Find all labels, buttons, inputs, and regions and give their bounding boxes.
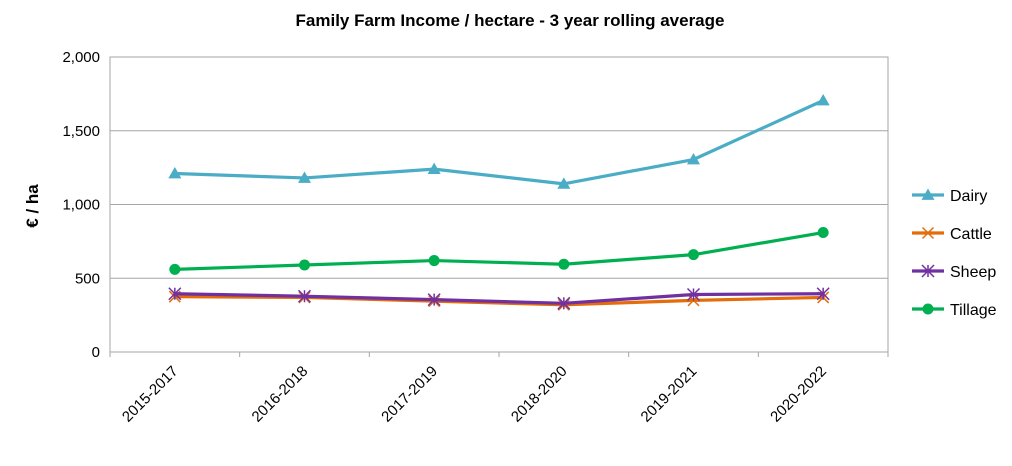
- sheep-point: [168, 287, 182, 301]
- legend-item-tillage: Tillage: [912, 302, 997, 319]
- legend: Dairy Cattle Sheep Tillage: [912, 188, 997, 319]
- dairy-line: [173, 98, 825, 186]
- sheep-point: [816, 287, 830, 301]
- y-tick-label-2000: 2,000: [62, 49, 100, 66]
- legend-marker-tillage: [922, 303, 934, 315]
- y-tick-label-0: 0: [92, 344, 100, 361]
- tillage-line: [173, 230, 825, 271]
- legend-item-cattle: Cattle: [912, 226, 992, 243]
- legend-item-sheep: Sheep: [912, 264, 996, 281]
- legend-label-cattle: Cattle: [950, 226, 992, 243]
- tillage-point: [299, 259, 310, 271]
- legend-marker-sheep: [921, 264, 935, 278]
- tillage-point: [428, 255, 440, 267]
- dairy-point: [557, 177, 571, 189]
- sheep-line: [173, 292, 825, 305]
- sheep-point: [427, 293, 441, 307]
- dairy-point: [168, 167, 182, 179]
- legend-label-dairy: Dairy: [950, 188, 987, 205]
- y-tick-label-500: 500: [75, 270, 100, 287]
- x-tick-label-2015-2017: 2015-2017: [119, 363, 182, 426]
- legend-label-tillage: Tillage: [950, 302, 997, 319]
- dairy-point: [427, 162, 441, 174]
- tillage-point: [817, 227, 829, 239]
- series-sheep: [168, 287, 830, 310]
- dairy-point: [687, 153, 700, 165]
- x-tick-label-2018-2020: 2018-2020: [508, 363, 571, 426]
- legend-marker-cattle-stroke: [921, 226, 935, 240]
- series-dairy: [168, 94, 830, 189]
- x-tick-label-2020-2022: 2020-2022: [767, 363, 830, 426]
- series-lines: [168, 94, 830, 311]
- tillage-point: [169, 263, 181, 275]
- dairy-point: [298, 171, 311, 183]
- legend-item-dairy: Dairy: [912, 188, 987, 205]
- sheep-point: [297, 289, 312, 303]
- series-tillage: [169, 227, 829, 275]
- chart-title: Family Farm Income / hectare - 3 year ro…: [296, 11, 725, 30]
- x-tick-label-2016-2018: 2016-2018: [249, 363, 312, 426]
- x-tick-label-2017-2019: 2017-2019: [378, 363, 441, 426]
- legend-marker-dairy: [921, 188, 935, 200]
- sheep-point: [686, 287, 701, 302]
- axes: [109, 56, 889, 357]
- tillage-point: [558, 258, 570, 270]
- y-tick-labels: 0 500 1,000 1,500 2,000: [62, 49, 100, 361]
- tillage-point: [688, 249, 699, 261]
- y-tick-label-1000: 1,000: [62, 197, 100, 214]
- sheep-point: [557, 296, 571, 310]
- legend-marker-cattle: [921, 226, 935, 240]
- dairy-point: [816, 94, 830, 106]
- legend-label-sheep: Sheep: [950, 264, 996, 281]
- y-axis-label: € / ha: [23, 184, 42, 228]
- y-tick-label-1500: 1,500: [62, 123, 100, 140]
- x-tick-label-2019-2021: 2019-2021: [638, 363, 701, 426]
- gridlines: [110, 130, 888, 279]
- x-tick-labels: 2015-2017 2016-2018 2017-2019 2018-2020 2019…: [119, 363, 830, 426]
